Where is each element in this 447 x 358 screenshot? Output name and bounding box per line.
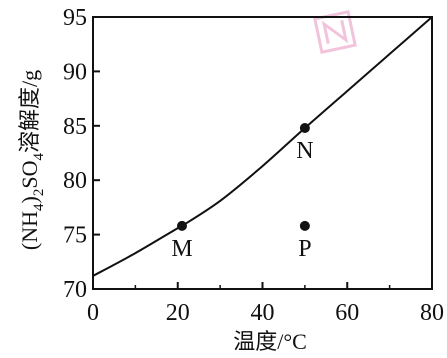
data-points: M N P <box>171 122 314 262</box>
point-label-p: P <box>298 236 311 262</box>
y-axis-label-part: 4 <box>31 153 47 161</box>
point-label-m: M <box>171 236 192 262</box>
x-tick-label: 40 <box>251 300 275 326</box>
axes: 0 20 40 60 80 70 75 80 85 90 95 <box>63 5 444 326</box>
x-axis-label: 温度/°C <box>233 329 307 353</box>
watermark-logo <box>313 10 357 54</box>
y-axis-label-part: (NH <box>17 211 42 250</box>
solubility-curve <box>92 16 433 277</box>
y-axis-label-part: ) <box>17 196 42 203</box>
x-tick-label: 60 <box>335 300 359 326</box>
x-tick-label: 80 <box>420 300 444 326</box>
y-tick-label: 90 <box>63 59 87 85</box>
y-axis-label-part: 2 <box>31 189 47 197</box>
x-tick-label: 0 <box>87 300 99 326</box>
point-m <box>176 220 187 231</box>
y-tick-label: 70 <box>63 277 87 303</box>
watermark-frame <box>313 10 357 54</box>
point-p <box>299 220 310 231</box>
y-axis-label: (NH4)2SO4溶解度/g <box>17 70 47 250</box>
y-tick-label: 80 <box>63 168 87 194</box>
point-n <box>299 122 310 133</box>
y-tick-label: 95 <box>63 5 87 31</box>
y-tick-label: 85 <box>63 114 87 140</box>
y-axis-label-part: 溶解度/g <box>17 70 42 153</box>
x-tick-label: 20 <box>166 300 190 326</box>
curve-line <box>92 16 433 277</box>
y-axis-label-part: 4 <box>31 203 47 211</box>
point-label-n: N <box>296 138 313 164</box>
y-axis-label-part: SO <box>17 161 42 189</box>
y-tick-label: 75 <box>63 223 87 249</box>
watermark-mark <box>321 20 349 44</box>
